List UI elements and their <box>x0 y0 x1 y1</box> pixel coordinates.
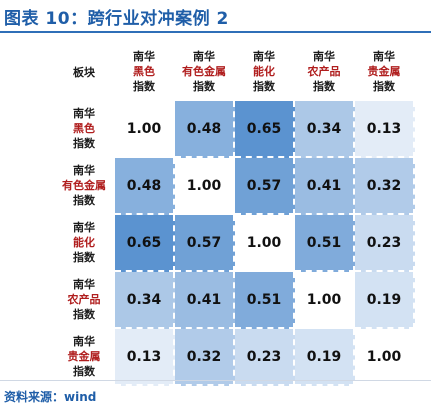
corner-label: 板块 <box>73 66 95 79</box>
column-header-1-suffix: 指数 <box>133 79 155 93</box>
heatmap-cell: 0.65 <box>235 101 295 158</box>
heatmap-cell: 0.13 <box>355 101 415 158</box>
heatmap-cell: 0.41 <box>175 272 235 329</box>
row-header-1-name: 黑色 <box>73 122 95 135</box>
row-header-1-prefix: 南华 <box>73 107 95 120</box>
heatmap-cell: 1.00 <box>235 215 295 272</box>
heatmap-cell: 0.34 <box>115 272 175 329</box>
row-header: 南华 有色金属 指数 <box>53 158 115 215</box>
column-header-4-name: 农产品 <box>307 64 341 78</box>
heatmap-cell: 0.48 <box>175 101 235 158</box>
row-header-5-name: 贵金属 <box>67 350 101 363</box>
row-header-3-name: 能化 <box>73 236 95 249</box>
column-header-4-prefix: 南华 <box>313 49 335 63</box>
row-header-3-suffix: 指数 <box>73 251 95 264</box>
heatmap-cell: 0.19 <box>355 272 415 329</box>
heatmap-cell: 1.00 <box>175 158 235 215</box>
row-header: 南华 农产品 指数 <box>53 272 115 329</box>
heatmap-cell: 0.32 <box>355 158 415 215</box>
heatmap-cell: 0.57 <box>235 158 295 215</box>
heatmap-cell: 0.48 <box>115 158 175 215</box>
heatmap-cell: 0.32 <box>175 329 235 386</box>
chart-title: 图表 10：跨行业对冲案例 2 <box>4 9 229 29</box>
column-header-3-name: 能化 <box>253 64 275 78</box>
row-header: 南华 黑色 指数 <box>53 101 115 158</box>
row-header-1-suffix: 指数 <box>73 137 95 150</box>
column-header-5-prefix: 南华 <box>373 49 395 63</box>
column-header-3-suffix: 指数 <box>253 79 275 93</box>
row-header-2-name: 有色金属 <box>62 179 106 192</box>
column-header-5-suffix: 指数 <box>373 79 395 93</box>
column-header-3-prefix: 南华 <box>253 49 275 63</box>
footer-divider <box>0 380 431 381</box>
column-header: 南华 黑色 指数 <box>115 43 175 101</box>
column-header: 南华 有色金属 指数 <box>175 43 235 101</box>
column-header-4-suffix: 指数 <box>313 79 335 93</box>
row-header-2-prefix: 南华 <box>73 164 95 177</box>
column-header-5-name: 贵金属 <box>367 64 401 78</box>
column-header-2-name: 有色金属 <box>182 64 226 78</box>
row-header-3-prefix: 南华 <box>73 221 95 234</box>
row-header-2-suffix: 指数 <box>73 194 95 207</box>
row-header-4-suffix: 指数 <box>73 308 95 321</box>
heatmap-cell: 0.23 <box>235 329 295 386</box>
column-header: 南华 贵金属 指数 <box>355 43 415 101</box>
heatmap-cell: 0.19 <box>295 329 355 386</box>
heatmap-cell: 0.65 <box>115 215 175 272</box>
row-header-5-suffix: 指数 <box>73 365 95 378</box>
column-header-1-prefix: 南华 <box>133 49 155 63</box>
source-note: 资料来源：wind <box>4 390 97 404</box>
row-header: 南华 贵金属 指数 <box>53 329 115 386</box>
row-header: 南华 能化 指数 <box>53 215 115 272</box>
heatmap-cell: 0.23 <box>355 215 415 272</box>
heatmap-cell: 1.00 <box>115 101 175 158</box>
heatmap-cell: 0.34 <box>295 101 355 158</box>
row-header-4-prefix: 南华 <box>73 278 95 291</box>
heatmap-cell: 0.41 <box>295 158 355 215</box>
column-header: 南华 能化 指数 <box>235 43 295 101</box>
heatmap-cell: 0.13 <box>115 329 175 386</box>
heatmap-cell: 0.51 <box>235 272 295 329</box>
column-header-2-prefix: 南华 <box>193 49 215 63</box>
heatmap-cell: 0.57 <box>175 215 235 272</box>
row-header-4-name: 农产品 <box>67 293 101 306</box>
column-header-2-suffix: 指数 <box>193 79 215 93</box>
heatmap-cell: 1.00 <box>355 329 415 386</box>
column-header: 南华 农产品 指数 <box>295 43 355 101</box>
heatmap-cell: 0.51 <box>295 215 355 272</box>
title-divider <box>0 31 431 33</box>
row-header-5-prefix: 南华 <box>73 335 95 348</box>
heatmap-cell: 1.00 <box>295 272 355 329</box>
column-header-1-name: 黑色 <box>133 64 155 78</box>
